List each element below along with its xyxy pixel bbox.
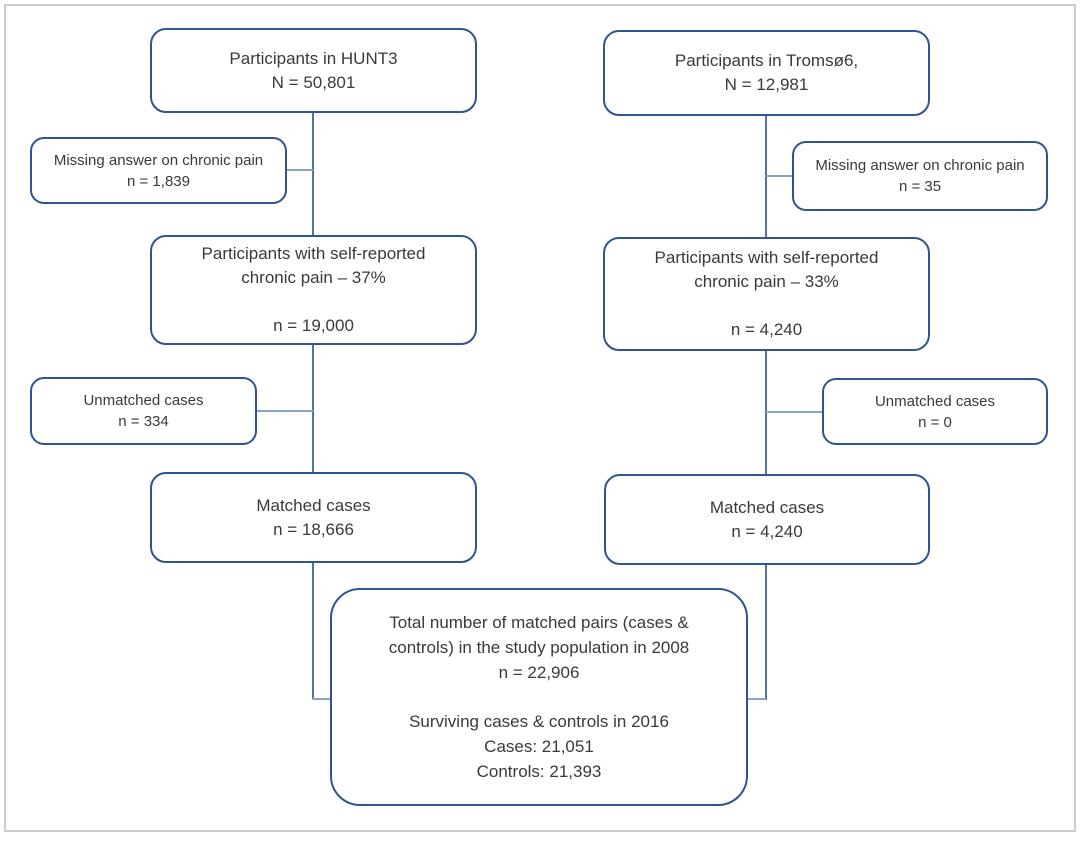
node-line: Unmatched cases — [874, 392, 996, 410]
node-participants-hunt3: Participants in HUNT3 N = 50,801 — [150, 28, 477, 113]
node-line: N = 50,801 — [271, 72, 356, 92]
node-chronic-pain-hunt3: Participants with self-reported chronic … — [150, 235, 477, 345]
node-line: Matched cases — [709, 497, 825, 517]
node-line: N = 12,981 — [724, 75, 809, 94]
node-unmatched-cases-hunt3: Unmatched cases n = 334 — [30, 377, 257, 445]
connector-missing-right-branch — [766, 175, 792, 177]
connector-hunt3-to-pain — [312, 113, 314, 235]
node-missing-answer-hunt3: Missing answer on chronic pain n = 1,839 — [30, 137, 287, 204]
node-line: Total number of matched pairs (cases & — [389, 613, 689, 632]
node-line: chronic pain – 37% — [241, 268, 386, 287]
node-line: n = 0 — [918, 413, 952, 431]
node-line: n = 19,000 — [273, 316, 354, 335]
node-matched-cases-tromso6: Matched cases n = 4,240 — [604, 474, 930, 565]
connector-pain-to-matched-left — [312, 345, 314, 472]
node-line: Missing answer on chronic pain — [815, 157, 1025, 174]
node-chronic-pain-tromso6: Participants with self-reported chronic … — [603, 237, 930, 351]
connector-matched-left-to-total — [312, 563, 314, 700]
node-line: Missing answer on chronic pain — [53, 151, 264, 169]
node-line: n = 1,839 — [127, 172, 190, 190]
node-line: chronic pain – 33% — [694, 272, 839, 291]
node-line: Participants in HUNT3 — [229, 48, 398, 68]
node-line: Participants with self-reported — [654, 248, 879, 267]
node-missing-answer-tromso6: Missing answer on chronic pain n = 35 — [792, 141, 1048, 211]
node-line: n = 4,240 — [730, 320, 803, 339]
node-line: Matched cases — [256, 495, 371, 515]
connector-unmatched-right-branch — [766, 411, 822, 413]
node-participants-tromso6: Participants in Tromsø6, N = 12,981 — [603, 30, 930, 116]
node-line: controls) in the study population in 200… — [388, 638, 690, 657]
connector-unmatched-left-branch — [257, 410, 313, 412]
node-line: Unmatched cases — [83, 392, 204, 409]
node-line: Participants in Tromsø6, — [674, 51, 859, 70]
node-line: Participants with self-reported — [201, 244, 426, 263]
node-line: n = 22,906 — [498, 663, 580, 682]
node-unmatched-cases-tromso6: Unmatched cases n = 0 — [822, 378, 1048, 445]
node-line: n = 35 — [898, 178, 942, 195]
node-line: Surviving cases & controls in 2016 — [409, 712, 669, 731]
node-line: Cases: 21,051 — [484, 737, 594, 756]
node-matched-cases-hunt3: Matched cases n = 18,666 — [150, 472, 477, 563]
node-line: n = 18,666 — [273, 519, 354, 539]
connector-missing-left-branch — [287, 169, 313, 171]
connector-total-left-elbow — [312, 698, 338, 700]
node-line: Controls: 21,393 — [476, 762, 602, 781]
node-line: n = 334 — [118, 413, 169, 430]
node-line: n = 4,240 — [731, 521, 803, 541]
node-total-matched-pairs: Total number of matched pairs (cases & c… — [330, 588, 748, 806]
connector-total-right-elbow — [742, 698, 766, 700]
connector-matched-right-to-total — [765, 565, 767, 700]
